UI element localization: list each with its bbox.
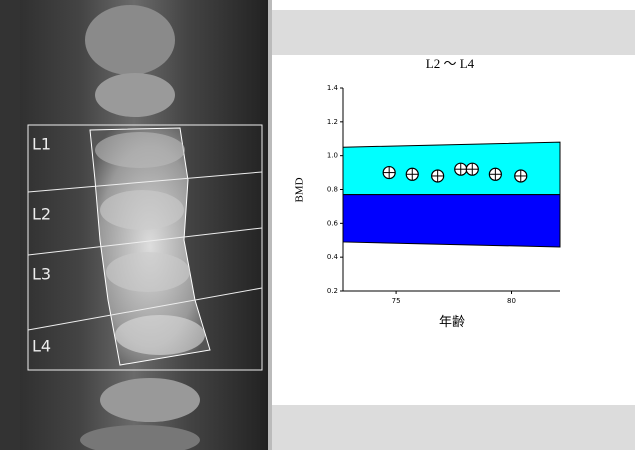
y-tick-label: 1.4 (327, 84, 339, 92)
chart-title: L2 ～ L4 (426, 56, 475, 71)
vertebra-label: L2 (32, 205, 51, 224)
y-tick-label: 1.2 (327, 118, 338, 126)
vertebra-label: L4 (32, 337, 51, 356)
report: L1 L2 L3 L4 L2 ～ L4 年齢 BMD 0.2 0.4 0.6 0.8 1… (0, 0, 635, 450)
x-tick-label: 75 (392, 297, 401, 305)
top-bar (272, 10, 635, 55)
y-axis-label: BMD (294, 177, 306, 202)
y-tick-label: 0.4 (327, 253, 339, 261)
vertebra-label: L1 (32, 135, 51, 154)
reference-band (343, 195, 560, 247)
xray-image: L1 L2 L3 L4 (0, 0, 268, 450)
screen: L1 L2 L3 L4 L2 ～ L4 年齢 BMD 0.2 0.4 0.6 0.8 1… (0, 0, 635, 450)
y-tick-label: 0.6 (327, 219, 339, 227)
x-tick-label: 80 (507, 297, 516, 305)
plot: 0.2 0.4 0.6 0.8 1.0 1.2 1.4 75 80 (327, 84, 560, 305)
divider (268, 0, 272, 450)
reference-band (343, 142, 560, 194)
y-tick-label: 1.0 (327, 152, 338, 160)
bottom-bar (272, 405, 635, 450)
y-tick-label: 0.8 (327, 186, 338, 194)
x-axis-label: 年齢 (439, 314, 465, 329)
vertebra-label: L3 (32, 265, 51, 284)
y-tick-label: 0.2 (327, 287, 338, 295)
